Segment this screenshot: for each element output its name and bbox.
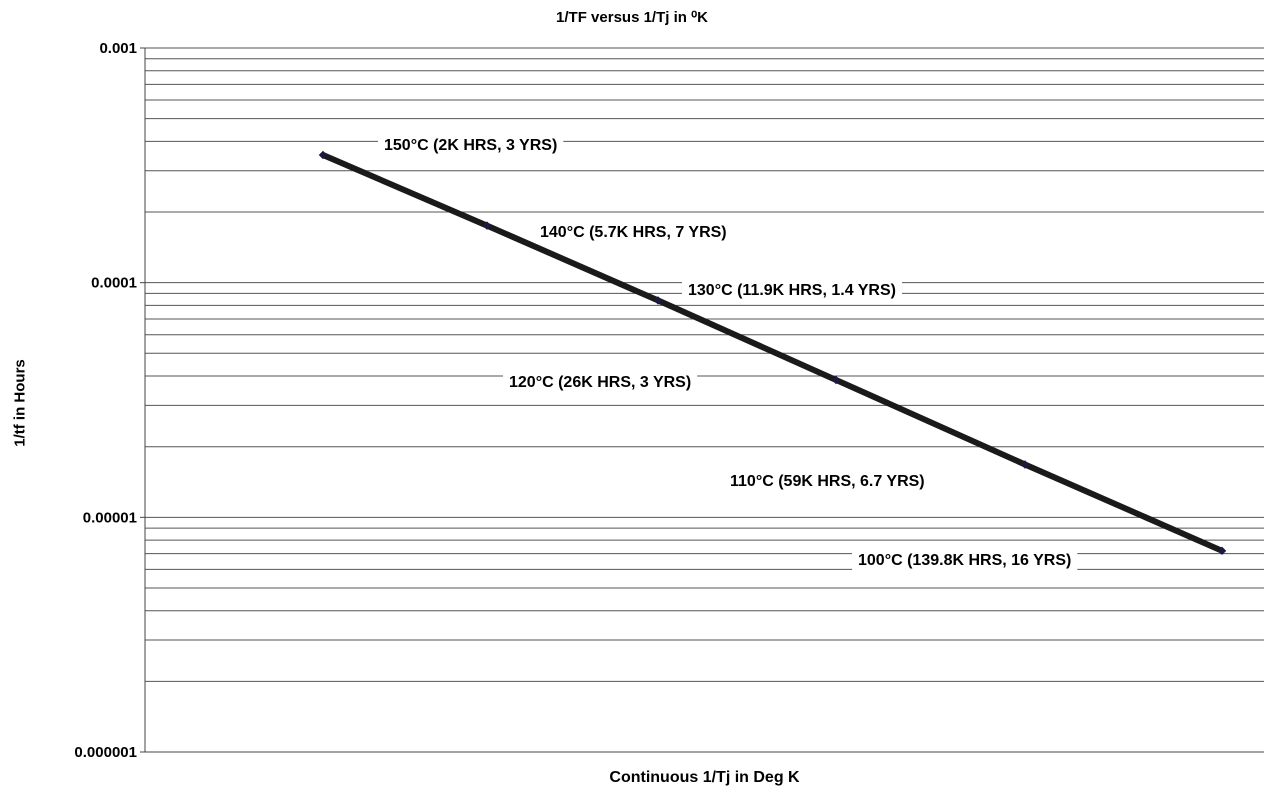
annotation-text: 140°C (5.7K HRS, 7 YRS) [540, 224, 727, 241]
annotation-text: 130°C (11.9K HRS, 1.4 YRS) [688, 282, 896, 299]
y-tick-label: 0.0001 [91, 275, 137, 292]
y-tick-label: 0.00001 [83, 509, 137, 526]
annotation-background [852, 550, 1078, 571]
data-point [1020, 460, 1030, 469]
annotation-label: 120°C (26K HRS, 3 YRS) [503, 372, 698, 393]
annotation-background [503, 372, 698, 393]
annotation-label: 100°C (139.8K HRS, 16 YRS) [852, 550, 1078, 571]
annotation-label: 110°C (59K HRS, 6.7 YRS) [724, 471, 931, 492]
annotation-label: 130°C (11.9K HRS, 1.4 YRS) [682, 280, 902, 301]
data-point [318, 150, 328, 160]
annotation-label: 150°C (2K HRS, 3 YRS) [378, 135, 564, 156]
y-axis-label: 1/tf in Hours [11, 359, 29, 447]
annotation-background [534, 222, 733, 243]
data-point [1217, 546, 1227, 556]
annotation-text: 120°C (26K HRS, 3 YRS) [509, 374, 691, 391]
annotation-text: 100°C (139.8K HRS, 16 YRS) [858, 552, 1071, 569]
y-tick-label: 0.001 [99, 40, 137, 57]
annotation-background [378, 135, 564, 156]
chart-title: 1/TF versus 1/Tj in ⁰K [556, 9, 708, 26]
y-tick-label: 0.000001 [74, 744, 137, 761]
annotation-text: 150°C (2K HRS, 3 YRS) [384, 137, 557, 154]
data-point [482, 221, 492, 230]
series-line [321, 152, 1224, 554]
data-point [653, 296, 663, 305]
data-point [831, 375, 841, 385]
annotation-label: 140°C (5.7K HRS, 7 YRS) [534, 222, 733, 243]
x-axis-label: Continuous 1/Tj in Deg K [609, 769, 800, 786]
annotation-text: 110°C (59K HRS, 6.7 YRS) [730, 473, 925, 490]
annotation-background [682, 280, 902, 301]
annotation-background [724, 471, 931, 492]
